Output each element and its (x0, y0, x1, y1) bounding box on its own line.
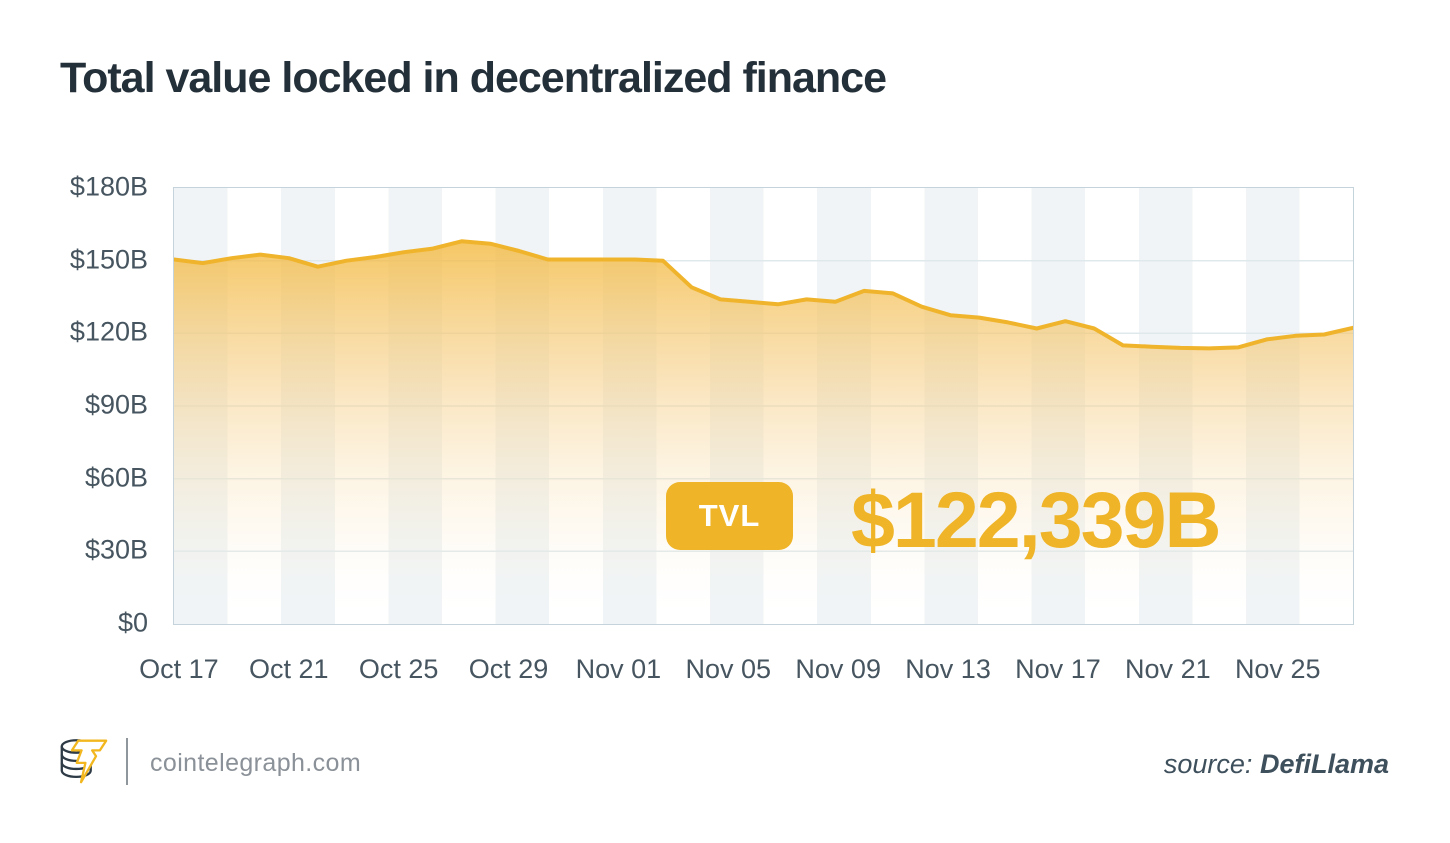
lightning-bolt-icon (70, 739, 108, 784)
source-label: source: (1163, 749, 1253, 779)
source-name: DefiLlama (1259, 749, 1389, 779)
plot-area: TVL $122,339B (173, 187, 1354, 625)
x-axis-label: Oct 21 (248, 654, 329, 684)
y-axis-label: $30B (84, 534, 148, 565)
x-axis-label: Nov 13 (905, 654, 991, 684)
x-axis-label: Oct 25 (358, 654, 439, 684)
brand-url: cointelegraph.com (150, 749, 362, 777)
y-axis-label: $60B (84, 462, 148, 493)
tvl-value: $122,339B (851, 475, 1222, 564)
y-axis-label: $120B (69, 316, 148, 347)
x-axis-label: Nov 25 (1234, 654, 1321, 684)
x-axis-label: Nov 17 (1015, 654, 1101, 684)
tvl-badge: TVL (666, 482, 793, 550)
tvl-area-fill (174, 241, 1353, 624)
x-axis-label: Oct 29 (468, 654, 549, 684)
y-axis-label: $150B (69, 244, 148, 275)
x-axis-label: Oct 17 (139, 654, 219, 684)
tvl-area-chart (174, 239, 1353, 624)
x-axis-label: Nov 05 (685, 654, 772, 684)
x-axis-label: Nov 01 (575, 654, 662, 684)
y-axis-label: $90B (84, 389, 148, 420)
chart-title: Total value locked in decentralized fina… (60, 54, 887, 102)
footer-divider (126, 738, 128, 785)
y-axis-label: $0 (117, 607, 148, 638)
y-axis-label: $180B (69, 171, 148, 202)
x-axis-label: Nov 21 (1125, 654, 1211, 684)
tvl-line (174, 239, 1353, 351)
cointelegraph-logo (60, 739, 108, 784)
x-axis-label: Nov 09 (795, 654, 881, 684)
source-credit: source: DefiLlama (1164, 749, 1389, 780)
